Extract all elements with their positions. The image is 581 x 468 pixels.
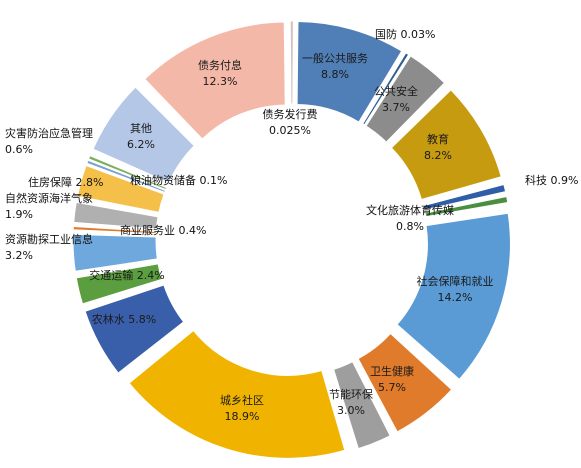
slice-3 [390,89,502,201]
slice-label-8: 节能环保 3.0% [329,387,373,417]
slice-label-4: 科技 0.9% [525,173,578,187]
slice-name-8: 节能环保 [329,387,373,401]
slice-value-7: 5.7% [378,381,406,394]
slice-label-10: 农林水 5.8% [92,312,156,326]
slice-value-8: 3.0% [337,404,365,417]
slice-name-20: 债务发行费 [263,107,318,121]
slice-15 [76,164,165,213]
slice-value-17: 0.6% [5,143,33,156]
slice-label-15: 住房保障 2.8% [28,175,103,189]
slice-5 [424,195,509,218]
slice-name-3: 教育 [427,132,449,146]
slice-name-19: 债务付息 [198,58,242,72]
slices-layer [72,20,511,459]
slice-name-0: 一般公共服务 [302,52,368,65]
slice-17 [87,155,168,191]
slice-1 [362,52,410,126]
slice-value-5: 0.8% [396,220,424,233]
slice-12 [72,233,158,272]
slice-0 [296,21,403,123]
slice-name-14: 自然资源海洋气象 [5,191,93,205]
slice-10 [84,284,185,374]
slice-value-2: 3.7% [382,101,410,114]
slice-value-6: 14.2% [438,291,473,304]
slice-label-3: 教育 8.2% [424,132,452,162]
slice-label-13: 商业服务业 0.4% [120,223,206,237]
slice-label-20: 债务发行费 0.025% [263,107,318,137]
slice-value-9: 18.9% [225,410,260,423]
slice-name-12: 资源勘探工业信息 [5,232,93,246]
slice-name-6: 社会保障和就业 [417,274,494,288]
slice-label-14: 自然资源海洋气象 1.9% [5,191,93,221]
slice-label-18: 其他 6.2% [127,122,155,151]
slice-2 [365,55,446,143]
slice-label-2: 公共安全 3.7% [374,84,418,114]
slice-label-9: 城乡社区 18.9% [220,393,264,423]
slice-label-12: 资源勘探工业信息 3.2% [5,232,93,262]
slice-value-3: 8.2% [424,149,452,162]
slice-label-16: 粮油物资储备 0.1% [130,173,227,187]
slice-name-7: 卫生健康 [370,364,414,378]
slice-value-12: 3.2% [5,249,33,262]
slice-18 [92,86,195,184]
slice-20 [289,20,294,105]
slice-label-7: 卫生健康 5.7% [370,364,414,394]
slice-label-6: 社会保障和就业 14.2% [417,274,494,304]
slice-value-14: 1.9% [5,208,33,221]
slice-11 [75,263,163,305]
slice-6 [396,212,511,381]
slice-9 [128,329,346,459]
slice-label-5: 文化旅游体育传媒 0.8% [366,203,454,233]
slice-name-18: 其他 [130,122,152,135]
slice-label-11: 交通运输 2.4% [89,268,164,282]
slice-name-2: 公共安全 [374,84,418,98]
slice-4 [422,183,507,211]
slice-16 [86,159,166,193]
slice-value-18: 6.2% [127,138,155,151]
labels-layer: 一般公共服务 8.8% 国防 0.03% 公共安全 3.7% 教育 8.2% 科技 0.9% 文… [5,27,578,423]
slice-value-19: 12.3% [203,75,238,88]
slice-14 [73,201,159,230]
slice-13 [72,225,157,235]
slice-name-17: 灾害防治应急管理 [5,126,93,140]
slice-value-0: 8.8% [321,68,349,81]
slice-name-9: 城乡社区 [220,393,264,407]
slice-label-19: 债务付息 12.3% [198,58,242,88]
slice-label-0: 一般公共服务 8.8% [302,52,368,81]
slice-name-5: 文化旅游体育传媒 [366,203,454,217]
slice-label-17: 灾害防治应急管理 0.6% [5,126,93,156]
slice-value-20: 0.025% [269,124,311,137]
slice-8 [333,361,391,450]
slice-7 [357,332,453,433]
slice-label-1: 国防 0.03% [375,27,435,41]
slice-19 [144,21,286,140]
